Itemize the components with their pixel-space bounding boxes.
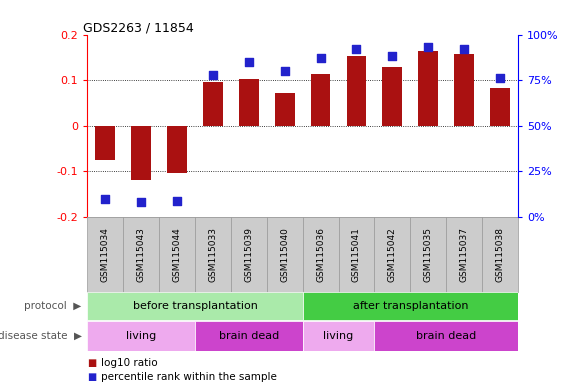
Point	[495, 75, 504, 81]
Point	[352, 46, 361, 52]
Text: GSM115035: GSM115035	[424, 227, 433, 282]
Bar	[490, 88, 510, 126]
Text: brain dead: brain dead	[218, 331, 279, 341]
Text: disease state  ▶: disease state ▶	[0, 331, 82, 341]
Bar	[374, 321, 518, 351]
Text: GSM115043: GSM115043	[137, 227, 146, 282]
Text: GSM115039: GSM115039	[244, 227, 253, 282]
Text: ■: ■	[87, 358, 96, 368]
Bar	[410, 217, 446, 292]
Text: GSM115038: GSM115038	[495, 227, 504, 282]
Text: GSM115034: GSM115034	[101, 227, 110, 282]
Text: GSM115037: GSM115037	[459, 227, 468, 282]
Text: ■: ■	[87, 372, 96, 382]
Bar	[123, 217, 159, 292]
Bar	[374, 217, 410, 292]
Text: GSM115041: GSM115041	[352, 227, 361, 282]
Bar	[87, 293, 303, 320]
Bar	[482, 217, 518, 292]
Point	[459, 46, 468, 52]
Point	[101, 196, 110, 202]
Bar	[275, 93, 294, 126]
Bar	[95, 126, 115, 160]
Text: GSM115036: GSM115036	[316, 227, 325, 282]
Text: GSM115044: GSM115044	[172, 227, 181, 282]
Text: log10 ratio: log10 ratio	[101, 358, 158, 368]
Text: GSM115033: GSM115033	[208, 227, 217, 282]
Bar	[195, 321, 303, 351]
Point	[424, 44, 433, 50]
Bar	[446, 217, 482, 292]
Bar	[87, 321, 195, 351]
Text: living: living	[126, 331, 156, 341]
Text: after transplantation: after transplantation	[352, 301, 468, 311]
Bar	[87, 217, 123, 292]
Text: brain dead: brain dead	[416, 331, 476, 341]
Text: before transplantation: before transplantation	[132, 301, 257, 311]
Bar	[454, 54, 474, 126]
Point	[172, 197, 181, 204]
Text: percentile rank within the sample: percentile rank within the sample	[101, 372, 277, 382]
Point	[316, 55, 325, 61]
Text: protocol  ▶: protocol ▶	[24, 301, 82, 311]
Bar	[195, 217, 231, 292]
Text: GDS2263 / 11854: GDS2263 / 11854	[83, 22, 194, 35]
Bar	[418, 51, 438, 126]
Bar	[347, 56, 367, 126]
Bar	[338, 217, 374, 292]
Point	[208, 72, 217, 78]
Bar	[131, 126, 151, 180]
Bar	[203, 81, 223, 126]
Bar	[231, 217, 267, 292]
Bar	[382, 68, 402, 126]
Point	[388, 53, 397, 60]
Bar	[267, 217, 303, 292]
Text: GSM115042: GSM115042	[388, 227, 397, 282]
Bar	[303, 321, 374, 351]
Bar	[311, 74, 330, 126]
Bar	[303, 217, 338, 292]
Point	[137, 199, 146, 205]
Bar	[303, 293, 518, 320]
Text: living: living	[323, 331, 354, 341]
Text: GSM115040: GSM115040	[280, 227, 289, 282]
Bar	[167, 126, 187, 173]
Point	[244, 59, 253, 65]
Bar	[159, 217, 195, 292]
Bar	[239, 79, 258, 126]
Point	[280, 68, 289, 74]
